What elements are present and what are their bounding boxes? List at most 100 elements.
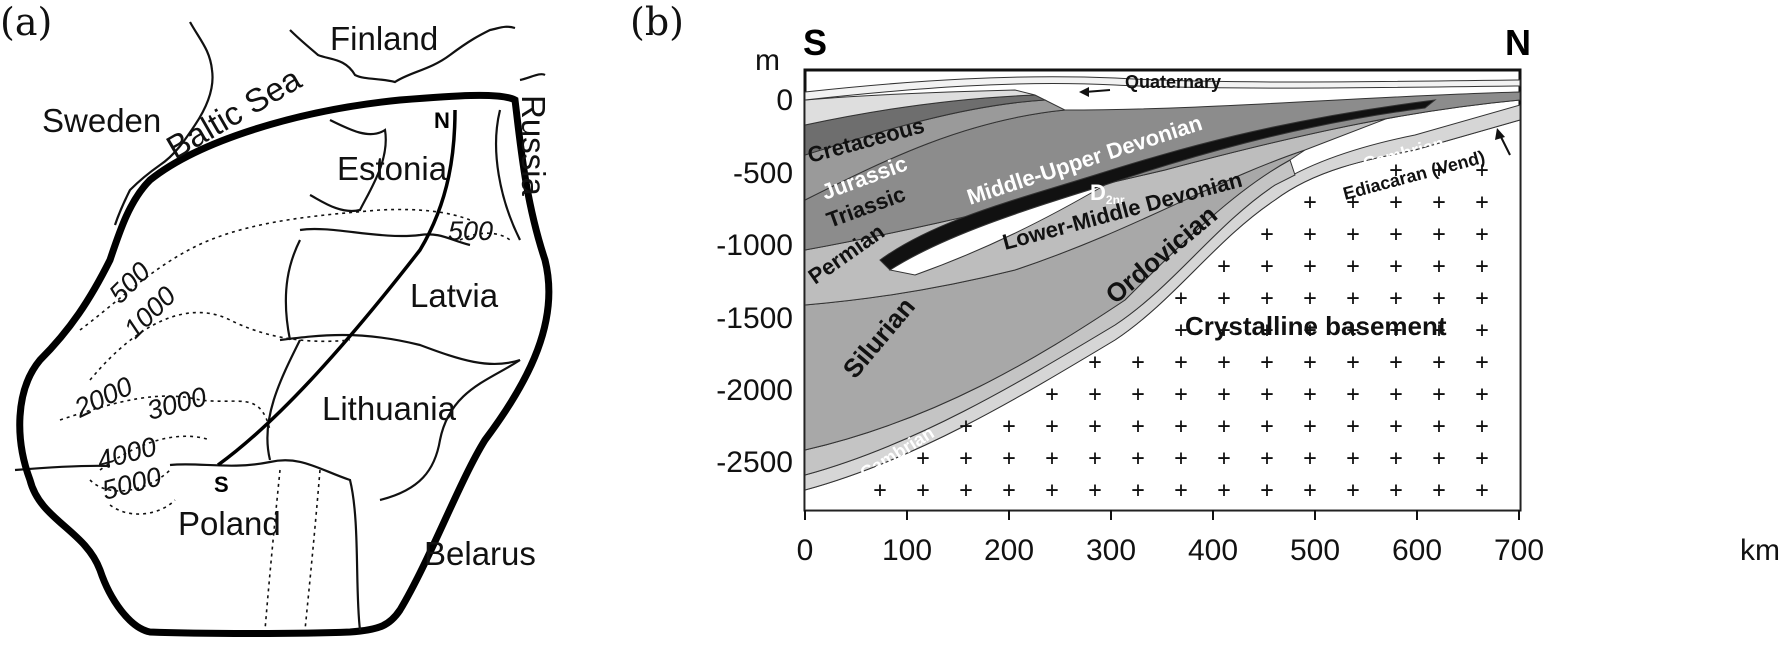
basement-cross-mark: + <box>1432 446 1445 471</box>
basement-cross-mark: + <box>1389 446 1402 471</box>
basin-outline <box>16 91 553 637</box>
basement-cross-mark: + <box>1346 190 1359 215</box>
basement-cross-mark: + <box>1475 350 1488 375</box>
panel-a-label: (a) <box>0 0 53 44</box>
basement-cross-mark: + <box>1045 382 1058 407</box>
contour-south-1 <box>264 469 281 631</box>
russia-border <box>494 109 521 241</box>
contour-label-3000: 3000 <box>144 381 210 426</box>
basement-cross-mark: + <box>1346 382 1359 407</box>
basement-cross-mark: + <box>1217 414 1230 439</box>
contour-5000 <box>109 499 176 515</box>
label-finland: Finland <box>330 20 438 57</box>
basement-cross-mark: + <box>959 478 972 503</box>
basement-cross-mark: + <box>1303 286 1316 311</box>
basement-cross-mark: + <box>1174 350 1187 375</box>
basement-cross-mark: + <box>1088 382 1101 407</box>
basement-cross-mark: + <box>1174 318 1187 343</box>
basement-cross-mark: + <box>1346 222 1359 247</box>
basement-cross-mark: + <box>1303 318 1316 343</box>
basement-cross-mark: + <box>1303 478 1316 503</box>
basement-cross-mark: + <box>1303 350 1316 375</box>
basement-cross-mark: + <box>916 478 929 503</box>
basement-cross-mark: + <box>1174 414 1187 439</box>
russia-coast <box>519 73 546 82</box>
cross-section-panel: (b) + + + <box>630 0 1790 658</box>
basement-cross-mark: + <box>1475 286 1488 311</box>
basement-cross-mark: + <box>1432 350 1445 375</box>
basement-cross-mark: + <box>1432 190 1445 215</box>
basement-cross-mark: + <box>1131 382 1144 407</box>
basement-cross-mark: + <box>1174 446 1187 471</box>
label-profile-south: S <box>214 472 229 497</box>
basement-cross-mark: + <box>1346 350 1359 375</box>
x-tick-400: 400 <box>1188 534 1238 567</box>
basement-cross-mark: + <box>1131 446 1144 471</box>
lithuania-poland-border <box>169 459 362 631</box>
basement-cross-mark: + <box>1088 414 1101 439</box>
basement-cross-mark: + <box>1389 350 1402 375</box>
belarus-border <box>379 359 521 502</box>
label-quaternary: Quaternary <box>1125 72 1221 92</box>
sweden-coast <box>113 21 214 226</box>
quaternary-arrow-head <box>1079 87 1089 97</box>
contour-south-2 <box>304 469 321 631</box>
basement-cross-mark: + <box>1131 478 1144 503</box>
quaternary-arrow <box>1084 89 1111 93</box>
label-crystalline-basement: Crystalline basement <box>1185 311 1447 341</box>
basement-cross-mark: + <box>1002 478 1015 503</box>
basement-cross-mark: + <box>1432 478 1445 503</box>
direction-north: N <box>1505 22 1531 63</box>
basement-cross-mark: + <box>1217 286 1230 311</box>
basement-cross-mark: + <box>959 414 972 439</box>
finland-coast <box>289 25 516 84</box>
contour-label-2000: 2000 <box>69 371 137 424</box>
basement-cross-mark: + <box>1260 286 1273 311</box>
label-russia: Russia <box>515 95 552 197</box>
basement-cross-mark: + <box>1346 446 1359 471</box>
label-sweden: Sweden <box>42 102 161 139</box>
y-tick-2500: -2500 <box>716 446 793 479</box>
x-tick-500: 500 <box>1290 534 1340 567</box>
basement-cross-mark: + <box>1174 382 1187 407</box>
latvia-lithuania-border <box>279 333 521 366</box>
basement-cross-mark: + <box>1217 254 1230 279</box>
strata <box>804 76 1521 511</box>
basement-cross-mark: + <box>1260 318 1273 343</box>
basement-cross-mark: + <box>1217 350 1230 375</box>
label-profile-north: N <box>434 108 450 133</box>
basement-cross-mark: + <box>1389 222 1402 247</box>
map-panel: (a) <box>0 0 700 658</box>
basement-cross-mark: + <box>1260 478 1273 503</box>
y-axis-ticks: 0 -500 -1000 -1500 -2000 -2500 <box>716 84 793 479</box>
basement-cross-mark: + <box>1432 286 1445 311</box>
basement-cross-mark: + <box>1346 414 1359 439</box>
basement-cross-mark: + <box>1475 222 1488 247</box>
contour-3000 <box>99 435 211 471</box>
y-tick-500: -500 <box>733 157 793 190</box>
basement-cross-mark: + <box>1131 414 1144 439</box>
basement-cross-mark: + <box>1174 478 1187 503</box>
geological-cross-section: + + + + + + + + + + + + + + + + + + + + + + + + + + + + + + + + + + + + + + + +… <box>716 22 1780 567</box>
basement-cross-mark: + <box>1002 446 1015 471</box>
basement-cross-mark: + <box>1475 414 1488 439</box>
basement-cross-mark: + <box>1389 286 1402 311</box>
basement-cross-mark: + <box>1174 286 1187 311</box>
ediacaran-arrow <box>1499 134 1511 156</box>
basement-cross-mark: + <box>1088 350 1101 375</box>
basement-cross-mark: + <box>1088 478 1101 503</box>
label-d2nr: D2nr <box>1090 180 1125 207</box>
basement-cross-mark: + <box>1088 446 1101 471</box>
profile-line <box>216 109 457 467</box>
basement-cross-mark: + <box>1346 254 1359 279</box>
basement-cross-mark: + <box>1260 446 1273 471</box>
d2nr-main: D <box>1090 180 1106 205</box>
y-tick-1000: -1000 <box>716 229 793 262</box>
basement-cross-mark: + <box>1389 478 1402 503</box>
basement-cross-mark: + <box>873 478 886 503</box>
direction-south: S <box>803 22 827 63</box>
basement-cross-mark: + <box>1346 318 1359 343</box>
basement-cross-mark: + <box>1475 382 1488 407</box>
basement-cross-mark: + <box>1432 222 1445 247</box>
contour-1000 <box>89 311 351 381</box>
